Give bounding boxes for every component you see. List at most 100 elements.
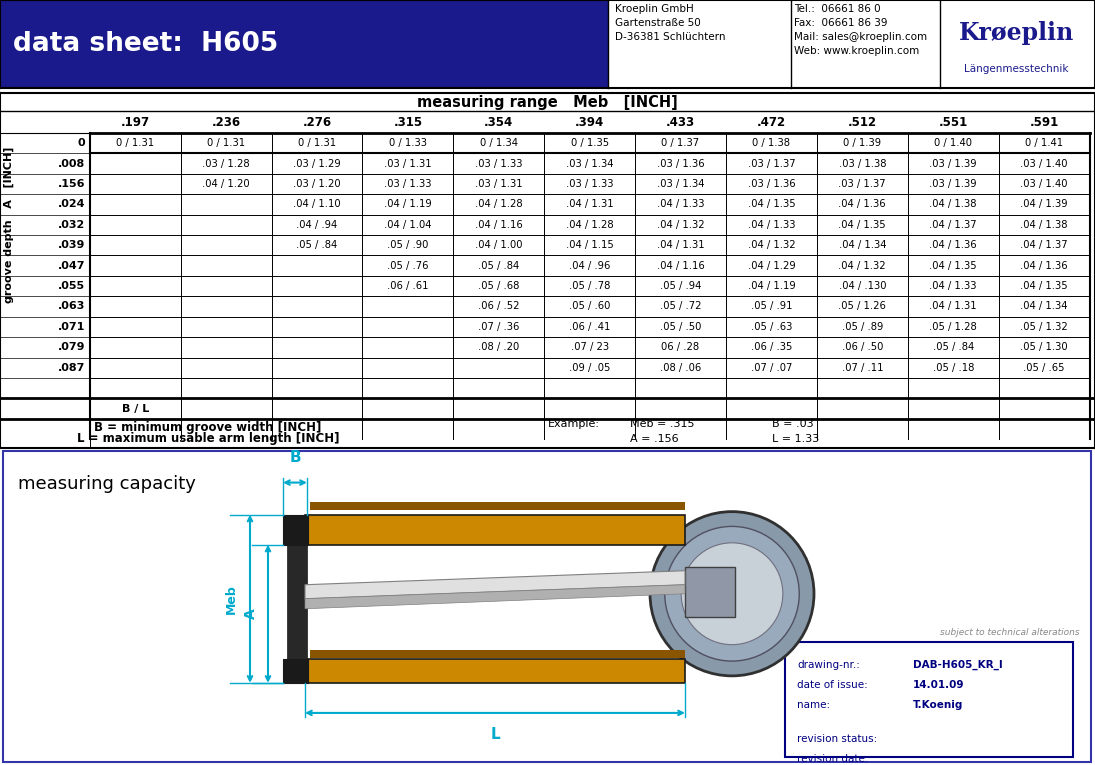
Text: .04 / 1.36: .04 / 1.36	[839, 200, 886, 210]
Text: L: L	[491, 727, 499, 742]
Text: .04 / 1.28: .04 / 1.28	[475, 200, 522, 210]
Text: .03 / 1.39: .03 / 1.39	[930, 179, 977, 189]
Text: .04 / 1.33: .04 / 1.33	[748, 220, 795, 230]
Text: .03 / 1.38: .03 / 1.38	[839, 158, 886, 168]
Text: 0 / 1.31: 0 / 1.31	[116, 138, 154, 148]
Text: A: A	[244, 608, 258, 619]
Text: .04 / 1.19: .04 / 1.19	[748, 281, 795, 291]
Circle shape	[681, 543, 783, 645]
Bar	[785, 642, 1073, 757]
Text: revision date:: revision date:	[797, 754, 868, 764]
Text: .05 / 1.30: .05 / 1.30	[1021, 342, 1068, 353]
Text: .05 / .65: .05 / .65	[1024, 363, 1064, 373]
Circle shape	[650, 512, 814, 675]
Text: .236: .236	[211, 116, 241, 129]
Text: 0 / 1.35: 0 / 1.35	[570, 138, 609, 148]
Text: .008: .008	[58, 158, 85, 168]
Text: 0: 0	[78, 138, 85, 148]
Text: .05 / .60: .05 / .60	[569, 301, 610, 311]
Text: .032: .032	[58, 220, 85, 230]
Text: .07 / .11: .07 / .11	[842, 363, 883, 373]
Text: .04 / 1.16: .04 / 1.16	[657, 261, 704, 271]
Text: .05 / .18: .05 / .18	[933, 363, 973, 373]
Text: .04 / 1.00: .04 / 1.00	[475, 240, 522, 250]
Text: drawing-nr.:: drawing-nr.:	[797, 660, 860, 670]
Text: .05 / 1.26: .05 / 1.26	[839, 301, 886, 311]
Text: L = maximum usable arm length [INCH]: L = maximum usable arm length [INCH]	[77, 432, 339, 445]
Text: .04 / 1.28: .04 / 1.28	[566, 220, 613, 230]
Text: 0 / 1.31: 0 / 1.31	[298, 138, 336, 148]
Text: .08 / .06: .08 / .06	[660, 363, 701, 373]
Text: .04 / 1.38: .04 / 1.38	[930, 200, 977, 210]
Text: 0 / 1.37: 0 / 1.37	[661, 138, 700, 148]
Text: .06 / .52: .06 / .52	[479, 301, 519, 311]
Text: .071: .071	[58, 322, 85, 332]
Text: .04 / .130: .04 / .130	[839, 281, 886, 291]
Text: Tel.:  06661 86 0
Fax:  06661 86 39
Mail: sales@kroeplin.com
Web: www.kroeplin.c: Tel.: 06661 86 0 Fax: 06661 86 39 Mail: …	[794, 5, 927, 57]
Text: date of issue:: date of issue:	[797, 680, 867, 690]
Text: .03 / 1.33: .03 / 1.33	[384, 179, 431, 189]
Text: .06 / .41: .06 / .41	[569, 322, 610, 332]
Text: .04 / 1.37: .04 / 1.37	[1021, 240, 1068, 250]
Text: .04 / 1.32: .04 / 1.32	[839, 261, 886, 271]
Text: .03 / 1.39: .03 / 1.39	[930, 158, 977, 168]
Circle shape	[665, 526, 799, 661]
Bar	[685, 567, 735, 617]
Text: .09 / .05: .09 / .05	[569, 363, 610, 373]
Bar	[306, 659, 685, 683]
Text: .512: .512	[848, 116, 877, 129]
Text: .04 / 1.35: .04 / 1.35	[748, 200, 795, 210]
Text: 06 / .28: 06 / .28	[661, 342, 700, 353]
Text: .04 / 1.36: .04 / 1.36	[1021, 261, 1068, 271]
Text: .03 / 1.37: .03 / 1.37	[748, 158, 795, 168]
Text: Meb: Meb	[224, 584, 238, 614]
Text: revision status:: revision status:	[797, 734, 877, 744]
Text: .04 / .96: .04 / .96	[569, 261, 610, 271]
Text: .03 / 1.33: .03 / 1.33	[475, 158, 522, 168]
Text: .04 / 1.34: .04 / 1.34	[1021, 301, 1068, 311]
Text: .591: .591	[1029, 116, 1059, 129]
Text: .05 / 1.32: .05 / 1.32	[1021, 322, 1068, 332]
Text: .04 / 1.04: .04 / 1.04	[384, 220, 431, 230]
Text: .04 / 1.38: .04 / 1.38	[1021, 220, 1068, 230]
Text: .03 / 1.34: .03 / 1.34	[657, 179, 704, 189]
Text: Längenmesstechnik: Längenmesstechnik	[964, 63, 1069, 73]
Text: .07 / 23: .07 / 23	[570, 342, 609, 353]
Text: B = minimum groove width [INCH]: B = minimum groove width [INCH]	[94, 422, 322, 435]
Text: .04 / 1.35: .04 / 1.35	[930, 261, 977, 271]
Text: data sheet:  H605: data sheet: H605	[13, 31, 278, 57]
Text: .04 / 1.16: .04 / 1.16	[475, 220, 522, 230]
Text: .04 / 1.15: .04 / 1.15	[566, 240, 613, 250]
Text: .04 / 1.29: .04 / 1.29	[748, 261, 795, 271]
Text: .04 / 1.10: .04 / 1.10	[293, 200, 341, 210]
Text: 0 / 1.41: 0 / 1.41	[1025, 138, 1063, 148]
Text: .05 / .50: .05 / .50	[660, 322, 701, 332]
Text: 0 / 1.34: 0 / 1.34	[480, 138, 518, 148]
Text: .07 / .36: .07 / .36	[479, 322, 519, 332]
Text: .05 / .84: .05 / .84	[479, 261, 519, 271]
Text: .05 / .91: .05 / .91	[751, 301, 792, 311]
Text: .276: .276	[302, 116, 332, 129]
Text: .04 / 1.31: .04 / 1.31	[566, 200, 613, 210]
Text: .04 / 1.36: .04 / 1.36	[930, 240, 977, 250]
Text: L = 1.33: L = 1.33	[772, 434, 819, 444]
Text: .039: .039	[58, 240, 85, 250]
Text: subject to technical alterations: subject to technical alterations	[941, 628, 1080, 636]
Text: .03 / 1.28: .03 / 1.28	[203, 158, 250, 168]
Text: Kroeplin GmbH
Gartenstraße 50
D-36381 Schlüchtern: Kroeplin GmbH Gartenstraße 50 D-36381 Sc…	[615, 5, 726, 42]
Text: name:: name:	[797, 700, 830, 710]
Text: T.Koenig: T.Koenig	[913, 700, 964, 710]
Text: 0 / 1.38: 0 / 1.38	[752, 138, 791, 148]
Text: .551: .551	[938, 116, 968, 129]
Polygon shape	[306, 584, 685, 609]
Bar	[0, 0, 608, 88]
Text: .03 / 1.34: .03 / 1.34	[566, 158, 613, 168]
Text: groove depth   A   [INCH]: groove depth A [INCH]	[3, 146, 14, 303]
Text: .05 / .89: .05 / .89	[842, 322, 883, 332]
Text: .03 / 1.31: .03 / 1.31	[475, 179, 522, 189]
Text: .04 / 1.31: .04 / 1.31	[930, 301, 977, 311]
Text: B: B	[289, 450, 301, 464]
Text: DAB-H605_KR_I: DAB-H605_KR_I	[913, 660, 1003, 670]
Text: .05 / .68: .05 / .68	[479, 281, 519, 291]
Text: .024: .024	[58, 200, 85, 210]
